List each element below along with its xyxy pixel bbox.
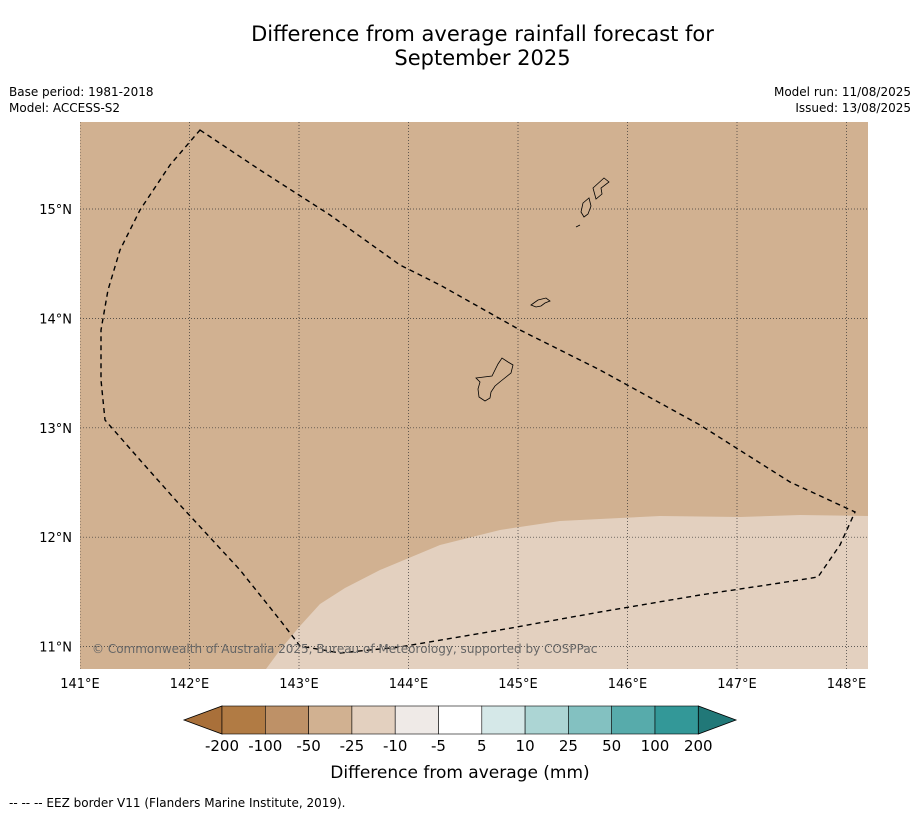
- legend-tick-label: 50: [602, 737, 621, 755]
- lon-tick-label: 146°E: [608, 677, 648, 692]
- lon-tick-label: 141°E: [60, 677, 100, 692]
- island-guam: [475, 357, 514, 402]
- chart-title: Difference from average rainfall forecas…: [0, 22, 919, 70]
- lat-tick-label: 14°N: [39, 312, 72, 327]
- island-saipan: [592, 177, 610, 200]
- title-line-1: Difference from average rainfall forecas…: [251, 22, 714, 46]
- legend-tick-label: -25: [340, 737, 365, 755]
- legend-swatch: [568, 705, 613, 735]
- legend-tick-label: 200: [684, 737, 713, 755]
- lon-tick-label: 143°E: [279, 677, 319, 692]
- legend-tick-label: -100: [248, 737, 282, 755]
- legend-tick-label: -10: [383, 737, 408, 755]
- legend-swatch: [611, 705, 656, 735]
- meta-left: Base period: 1981-2018 Model: ACCESS-S2: [9, 84, 154, 116]
- legend-tick-label: -50: [296, 737, 321, 755]
- legend-tick-label: -200: [205, 737, 239, 755]
- legend-swatch: [524, 705, 569, 735]
- lat-tick-label: 11°N: [39, 641, 72, 656]
- legend-swatch: [308, 705, 353, 735]
- issued-date: Issued: 13/08/2025: [795, 101, 911, 115]
- copyright-notice: © Commonwealth of Australia 2025, Bureau…: [92, 642, 597, 656]
- legend-tick-label: -5: [431, 737, 446, 755]
- legend-extend-low: [182, 705, 223, 735]
- legend-tick-label: 25: [559, 737, 578, 755]
- legend-swatch: [264, 705, 309, 735]
- lon-tick-label: 144°E: [389, 677, 429, 692]
- legend-title: Difference from average (mm): [330, 763, 589, 783]
- eez-footnote: -- -- -- EEZ border V11 (Flanders Marine…: [9, 796, 346, 810]
- title-line-2: September 2025: [394, 46, 571, 70]
- meta-right: Model run: 11/08/2025 Issued: 13/08/2025: [774, 84, 911, 116]
- gridlines: [80, 122, 868, 669]
- lat-tick-label: 12°N: [39, 531, 72, 546]
- lat-tick-label: 15°N: [39, 203, 72, 218]
- legend-tick-label: 100: [641, 737, 670, 755]
- base-period: Base period: 1981-2018: [9, 85, 154, 99]
- legend-swatch: [654, 705, 699, 735]
- legend-swatch: [221, 705, 266, 735]
- color-legend: -200 -100 -50 -25 -10 -5 5 10 25 50 100 200: [182, 705, 738, 755]
- lon-tick-label: 147°E: [717, 677, 757, 692]
- legend-extend-high: [697, 705, 738, 735]
- wetter-zone: [266, 515, 868, 669]
- lon-tick-label: 142°E: [170, 677, 210, 692]
- lon-tick-labels: 141°E 142°E 143°E 144°E 145°E 146°E 147°E 148°E: [60, 677, 866, 692]
- island-tinian: [580, 197, 592, 218]
- legend-swatch: [394, 705, 439, 735]
- lat-tick-label: 13°N: [39, 422, 72, 437]
- legend-swatch: [481, 705, 526, 735]
- island-aguijan: [575, 224, 581, 228]
- eez-border: [100, 129, 856, 654]
- legend-tick-label: 5: [477, 737, 487, 755]
- model-name: Model: ACCESS-S2: [9, 101, 121, 115]
- lon-tick-label: 148°E: [827, 677, 867, 692]
- island-rota: [530, 297, 551, 308]
- legend-swatch: [351, 705, 396, 735]
- legend-tick-label: 10: [516, 737, 535, 755]
- legend-swatch: [438, 705, 483, 735]
- lat-tick-labels: 15°N 14°N 13°N 12°N 11°N: [39, 203, 72, 656]
- model-run: Model run: 11/08/2025: [773, 85, 911, 99]
- forecast-map: © Commonwealth of Australia 2025, Bureau…: [39, 122, 868, 783]
- lon-tick-label: 145°E: [498, 677, 538, 692]
